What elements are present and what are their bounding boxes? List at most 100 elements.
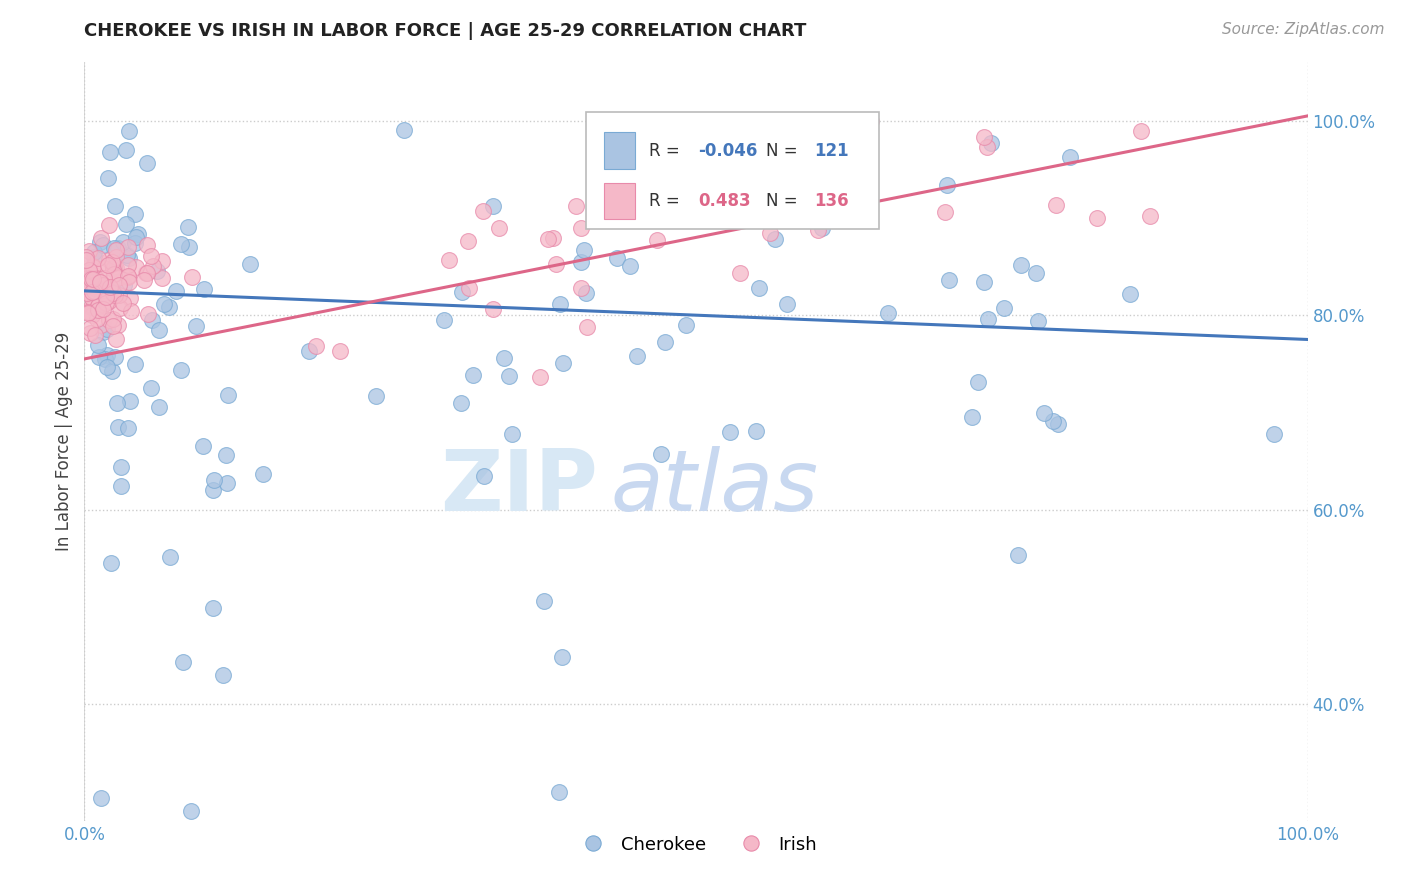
- Point: [748, 281, 770, 295]
- Point: [83, 281, 105, 295]
- Point: [93, 278, 115, 293]
- Point: [82, 260, 104, 275]
- Point: [501, 427, 523, 442]
- Point: [139, 380, 162, 394]
- Point: [93, 302, 115, 317]
- Point: [91, 283, 114, 297]
- Point: [91, 238, 114, 252]
- Point: [115, 144, 138, 158]
- Text: CHEROKEE VS IRISH IN LABOR FORCE | AGE 25-29 CORRELATION CHART: CHEROKEE VS IRISH IN LABOR FORCE | AGE 2…: [84, 22, 807, 40]
- Point: [103, 262, 125, 277]
- Point: [79, 271, 101, 285]
- Point: [150, 253, 173, 268]
- Point: [84, 272, 107, 286]
- Point: [82, 291, 104, 305]
- Point: [619, 259, 641, 273]
- Point: [548, 785, 571, 799]
- Point: [91, 278, 114, 293]
- Point: [807, 223, 830, 237]
- Point: [87, 289, 110, 303]
- Point: [135, 266, 157, 280]
- Point: [107, 419, 129, 434]
- Point: [105, 261, 128, 276]
- Point: [193, 439, 215, 453]
- Point: [239, 257, 262, 271]
- Bar: [605, 183, 636, 219]
- Point: [103, 268, 125, 282]
- Point: [675, 318, 697, 332]
- Point: [76, 277, 98, 291]
- Point: [73, 285, 96, 299]
- Point: [115, 218, 138, 232]
- Point: [125, 260, 148, 275]
- Point: [202, 601, 225, 615]
- Point: [76, 305, 98, 319]
- Point: [1047, 417, 1070, 431]
- Point: [1033, 406, 1056, 420]
- Point: [744, 194, 766, 209]
- Point: [107, 241, 129, 255]
- Point: [86, 312, 108, 326]
- Point: [569, 255, 592, 269]
- Point: [645, 234, 668, 248]
- Point: [82, 259, 104, 273]
- Point: [111, 296, 134, 310]
- Point: [75, 252, 97, 267]
- Point: [741, 186, 763, 200]
- Point: [101, 254, 124, 268]
- Point: [136, 307, 159, 321]
- Point: [150, 271, 173, 285]
- Point: [533, 593, 555, 607]
- Point: [1139, 209, 1161, 223]
- Point: [120, 292, 142, 306]
- Point: [117, 258, 139, 272]
- Point: [76, 281, 98, 295]
- Point: [117, 270, 139, 285]
- Point: [1118, 287, 1140, 301]
- Point: [159, 550, 181, 565]
- Point: [541, 231, 564, 245]
- Point: [977, 312, 1000, 326]
- Point: [457, 234, 479, 248]
- Point: [756, 179, 779, 194]
- Point: [96, 348, 118, 362]
- Point: [193, 282, 215, 296]
- Point: [90, 284, 112, 298]
- Point: [80, 285, 103, 300]
- Point: [980, 136, 1002, 150]
- Point: [117, 268, 139, 283]
- Point: [103, 285, 125, 300]
- Point: [84, 272, 107, 286]
- Point: [98, 280, 121, 294]
- Text: atlas: atlas: [610, 445, 818, 529]
- Point: [98, 313, 121, 327]
- Point: [100, 556, 122, 570]
- Point: [993, 301, 1015, 315]
- Point: [107, 278, 129, 293]
- Point: [451, 285, 474, 300]
- Point: [98, 145, 121, 159]
- Point: [83, 244, 105, 259]
- Point: [82, 272, 104, 286]
- Point: [108, 301, 131, 316]
- Point: [437, 253, 460, 268]
- Point: [79, 320, 101, 334]
- Point: [1026, 314, 1049, 328]
- Point: [76, 285, 98, 300]
- Point: [97, 288, 120, 302]
- Point: [94, 296, 117, 310]
- Point: [127, 227, 149, 241]
- Point: [112, 277, 135, 292]
- Point: [89, 235, 111, 249]
- Point: [650, 446, 672, 460]
- Point: [83, 278, 105, 293]
- Point: [576, 320, 599, 334]
- Point: [87, 350, 110, 364]
- Point: [366, 389, 388, 403]
- Point: [135, 156, 157, 170]
- Point: [728, 266, 751, 280]
- Point: [202, 473, 225, 487]
- Point: [84, 281, 107, 295]
- Point: [472, 203, 495, 218]
- Point: [177, 220, 200, 235]
